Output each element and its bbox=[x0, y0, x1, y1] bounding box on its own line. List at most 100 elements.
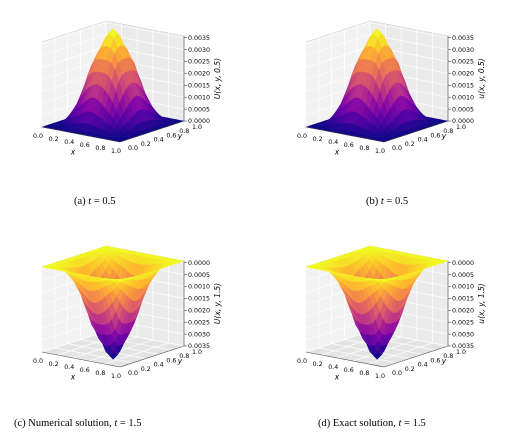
y-tick-label: 0.2 bbox=[141, 366, 151, 373]
z-tick-label: 0.0020 bbox=[188, 308, 210, 315]
caption-b: (b) t = 0.5 bbox=[366, 196, 408, 207]
caption-b-eq: = bbox=[383, 196, 395, 207]
x-tick-label: 0.8 bbox=[359, 370, 369, 377]
y-tick-label: 0.0 bbox=[392, 145, 402, 152]
caption-c: (c) Numerical solution, t = 1.5 bbox=[14, 418, 142, 429]
surface-b bbox=[305, 28, 449, 143]
x-tick-label: 0.4 bbox=[64, 364, 74, 371]
x-tick-label: 0.4 bbox=[64, 139, 74, 146]
caption-d-eq: = bbox=[401, 418, 413, 429]
caption-b-prefix: (b) bbox=[366, 196, 381, 207]
x-tick-label: 0.2 bbox=[313, 136, 323, 143]
y-tick-label: 0.4 bbox=[154, 362, 164, 369]
y-tick-label: 0.4 bbox=[418, 362, 428, 369]
x-tick-label: 0.0 bbox=[33, 133, 43, 140]
z-tick-label: 0.0025 bbox=[188, 59, 210, 66]
caption-d-var: t bbox=[398, 418, 402, 429]
x-tick-label: 1.0 bbox=[375, 373, 385, 380]
y-tick-label: 0.6 bbox=[166, 132, 176, 139]
x-tick-label: 1.0 bbox=[375, 148, 385, 155]
surface-plot-d: 0.0 0.2 0.4 0.6 0.8 1.0 0.00.20.40.60.81.00.00… bbox=[297, 245, 486, 382]
x-tick-label: 0.2 bbox=[49, 136, 59, 143]
z-tick-label: 0.0020 bbox=[452, 308, 474, 315]
caption-b-var: t bbox=[380, 196, 384, 207]
y-tick-label: 0.0 bbox=[128, 370, 138, 377]
y-tick-label: 0.8 bbox=[443, 353, 453, 360]
z-tick-label: 0.0005 bbox=[188, 106, 210, 113]
caption-b-val: 0.5 bbox=[394, 196, 409, 207]
z-tick-label: 0.0010 bbox=[188, 284, 210, 291]
z-axis-label: U(x, y, 0.5) bbox=[213, 58, 222, 99]
z-tick-label: 0.0010 bbox=[452, 284, 474, 291]
y-axis-label: y bbox=[441, 357, 447, 366]
x-axis-label: x bbox=[70, 148, 76, 157]
y-tick-label: 0.8 bbox=[179, 353, 189, 360]
caption-c-var: t bbox=[114, 418, 118, 429]
x-tick-label: 0.2 bbox=[313, 361, 323, 368]
z-tick-label: 0.0010 bbox=[188, 94, 210, 101]
caption-d-prefix: (d) Exact solution, bbox=[318, 418, 399, 429]
z-axis-label: U(x, y, 1.5) bbox=[213, 283, 222, 324]
surface-plot-b: 0.0 0.2 0.4 0.6 0.8 1.0 0.00.20.40.60.81.00.00… bbox=[297, 20, 486, 157]
z-tick-label: 0.0035 bbox=[452, 35, 474, 42]
y-tick-label: 0.2 bbox=[141, 141, 151, 148]
y-tick-label: 1.0 bbox=[192, 124, 202, 131]
caption-d: (d) Exact solution, t = 1.5 bbox=[318, 418, 426, 429]
surface-patch bbox=[380, 280, 388, 283]
x-tick-label: 0.0 bbox=[297, 133, 307, 140]
z-tick-label: 0.0025 bbox=[188, 319, 210, 326]
z-tick-label: 0.0000 bbox=[452, 118, 474, 125]
z-tick-label: 0.0015 bbox=[188, 296, 210, 303]
subplot-b: 0.0 0.2 0.4 0.6 0.8 1.0 0.0 0.2 0.4 0.6 0.8 1.0 0.00… bbox=[264, 0, 528, 190]
caption-c-eq: = bbox=[117, 418, 129, 429]
z-tick-label: 0.0020 bbox=[452, 71, 474, 78]
surface-patch bbox=[116, 280, 124, 283]
y-tick-label: 0.0 bbox=[392, 370, 402, 377]
surface-plot-c: 0.0 0.2 0.4 0.6 0.8 1.0 0.00.20.40.60.81.00.00… bbox=[33, 245, 222, 382]
z-tick-label: 0.0005 bbox=[452, 106, 474, 113]
subplot-d: 0.0 0.2 0.4 0.6 0.8 1.0 0.0 0.2 0.4 0.6 0.8 1.0 0.00… bbox=[264, 225, 528, 415]
z-tick-label: 0.0035 bbox=[452, 343, 474, 350]
x-tick-label: 0.6 bbox=[344, 142, 354, 149]
z-tick-label: 0.0030 bbox=[452, 47, 474, 54]
y-axis-label: y bbox=[441, 132, 447, 141]
x-axis-label: x bbox=[334, 148, 340, 157]
z-tick-label: 0.0005 bbox=[188, 272, 210, 279]
z-axis-label: u(x, y, 1.5) bbox=[477, 283, 486, 323]
surface-d bbox=[305, 245, 449, 360]
y-tick-label: 1.0 bbox=[456, 124, 466, 131]
x-tick-label: 0.6 bbox=[344, 367, 354, 374]
z-tick-label: 0.0025 bbox=[452, 319, 474, 326]
y-tick-label: 0.4 bbox=[418, 137, 428, 144]
z-tick-label: 0.0015 bbox=[452, 296, 474, 303]
z-tick-label: 0.0010 bbox=[452, 94, 474, 101]
x-tick-label: 0.0 bbox=[33, 358, 43, 365]
y-axis-label: y bbox=[177, 132, 183, 141]
z-tick-label: 0.0020 bbox=[188, 71, 210, 78]
x-tick-label: 0.4 bbox=[328, 364, 338, 371]
x-tick-label: 0.8 bbox=[359, 145, 369, 152]
caption-d-val: 1.5 bbox=[412, 418, 426, 429]
surface-plot-a: 0.0 0.2 0.4 0.6 0.8 1.0 0.00.20.40.60.81.00.00… bbox=[33, 20, 222, 157]
z-tick-label: 0.0005 bbox=[452, 272, 474, 279]
y-tick-label: 0.8 bbox=[179, 128, 189, 135]
z-tick-label: 0.0015 bbox=[188, 83, 210, 90]
y-axis-label: y bbox=[177, 357, 183, 366]
x-tick-label: 1.0 bbox=[111, 373, 121, 380]
y-tick-label: 0.6 bbox=[430, 132, 440, 139]
y-tick-label: 0.2 bbox=[405, 366, 415, 373]
y-tick-label: 0.2 bbox=[405, 141, 415, 148]
z-tick-label: 0.0015 bbox=[452, 83, 474, 90]
x-tick-label: 0.2 bbox=[49, 361, 59, 368]
z-tick-label: 0.0030 bbox=[188, 47, 210, 54]
x-tick-label: 0.6 bbox=[80, 367, 90, 374]
surface-c bbox=[41, 245, 185, 360]
z-tick-label: 0.0000 bbox=[452, 260, 474, 267]
subplot-a: 0.0 0.2 0.4 0.6 0.8 1.0 0.0 0.2 0.4 0.6 0.8 1.0 0.00… bbox=[0, 0, 264, 190]
caption-c-val: 1.5 bbox=[128, 418, 142, 429]
x-tick-label: 0.8 bbox=[95, 145, 105, 152]
z-tick-label: 0.0030 bbox=[188, 331, 210, 338]
subplot-c: 0.0 0.2 0.4 0.6 0.8 1.0 0.0 0.2 0.4 0.6 0.8 1.0 0.00… bbox=[0, 225, 264, 415]
z-tick-label: 0.0025 bbox=[452, 59, 474, 66]
